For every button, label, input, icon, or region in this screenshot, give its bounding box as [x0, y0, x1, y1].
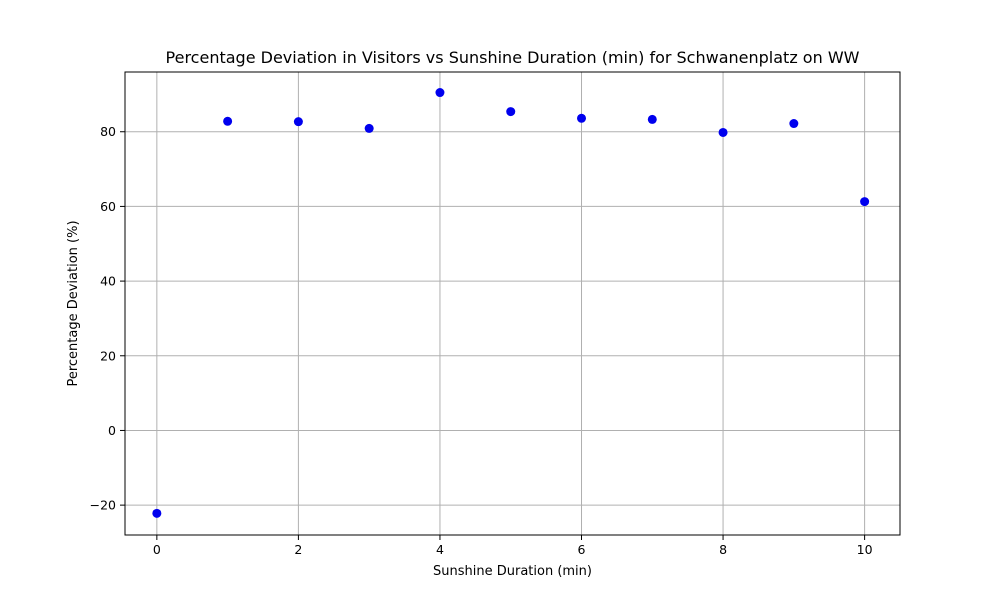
y-tick-label: 40	[100, 274, 116, 289]
data-point	[435, 88, 445, 98]
grid	[125, 72, 900, 535]
y-tick-label: 80	[100, 124, 116, 139]
data-point	[223, 116, 233, 126]
y-tick-label: 60	[100, 199, 116, 214]
data-point	[647, 114, 657, 124]
y-tick-label: 20	[100, 348, 116, 363]
x-tick-label: 0	[153, 542, 161, 557]
x-tick-label: 8	[719, 542, 727, 557]
data-point	[577, 113, 587, 123]
data-point	[789, 119, 799, 129]
data-point	[293, 117, 303, 127]
plot-frame	[124, 71, 901, 536]
data-point	[364, 123, 374, 133]
y-tick-label: −20	[90, 498, 116, 513]
data-point	[506, 107, 516, 117]
x-tick-label: 2	[294, 542, 302, 557]
x-axis-label: Sunshine Duration (min)	[433, 564, 592, 579]
data-points	[152, 88, 870, 518]
data-point	[718, 127, 728, 137]
x-tick-label: 10	[857, 542, 873, 557]
chart-title: Percentage Deviation in Visitors vs Suns…	[166, 48, 860, 67]
y-axis-label: Percentage Deviation (%)	[66, 220, 81, 386]
data-point	[152, 508, 162, 518]
x-tick-label: 4	[436, 542, 444, 557]
data-point	[860, 197, 870, 207]
axis-ticks: 0 2 4 6 8 10 −20 0 20 40 60 80	[90, 124, 873, 557]
x-tick-label: 6	[578, 542, 586, 557]
y-tick-label: 0	[108, 423, 116, 438]
